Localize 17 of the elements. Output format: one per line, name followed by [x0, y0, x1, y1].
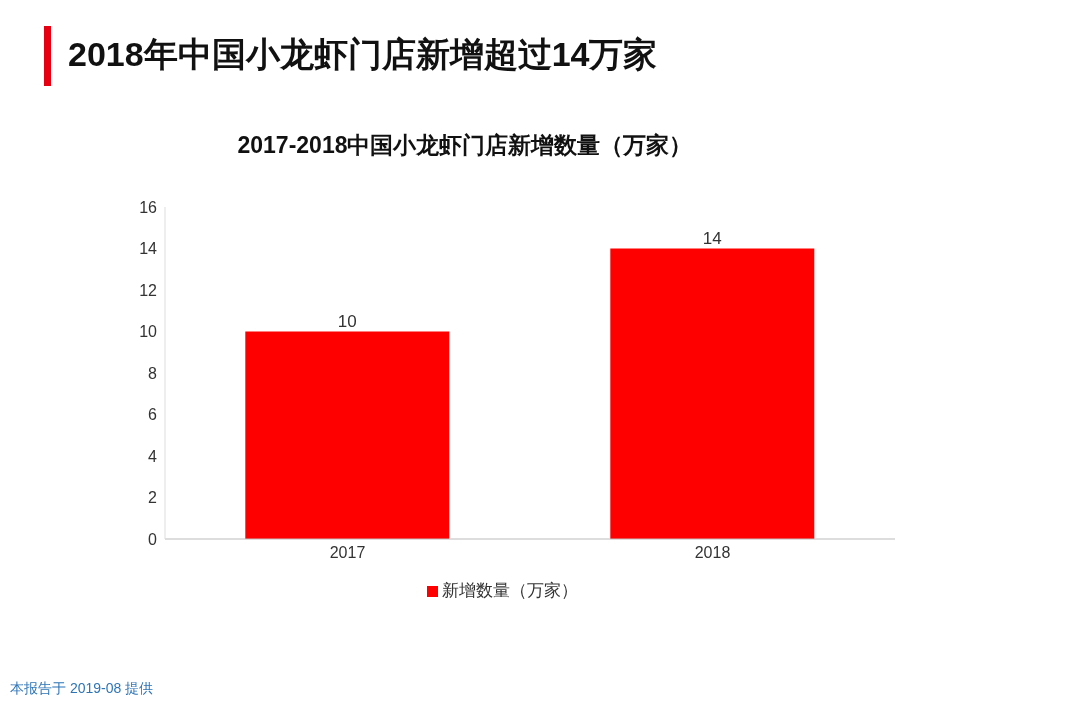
y-tick-label: 16 [139, 198, 158, 216]
y-tick-label: 14 [139, 240, 158, 258]
y-tick-label: 2 [148, 489, 158, 507]
y-tick-label: 4 [148, 447, 158, 465]
legend-label: 新增数量（万家） [442, 581, 578, 600]
y-tick-label: 12 [139, 281, 158, 299]
y-tick-label: 10 [139, 323, 158, 341]
y-tick-label: 6 [148, 406, 158, 424]
data-label: 10 [337, 311, 357, 331]
x-tick-label: 2018 [694, 544, 731, 562]
chart-title: 2018年中国小龙虾门店新增超过14万家 [68, 34, 658, 75]
y-tick-label: 8 [148, 364, 158, 382]
data-label: 14 [702, 228, 722, 248]
text: 本报告于 2019-08 提供 [10, 680, 154, 698]
y-tick-label: 0 [148, 530, 158, 548]
x-tick-label: 2017 [329, 544, 366, 562]
chart-subtitle: 2017-2018中国小龙虾门店新增数量（万家） [236, 131, 694, 160]
